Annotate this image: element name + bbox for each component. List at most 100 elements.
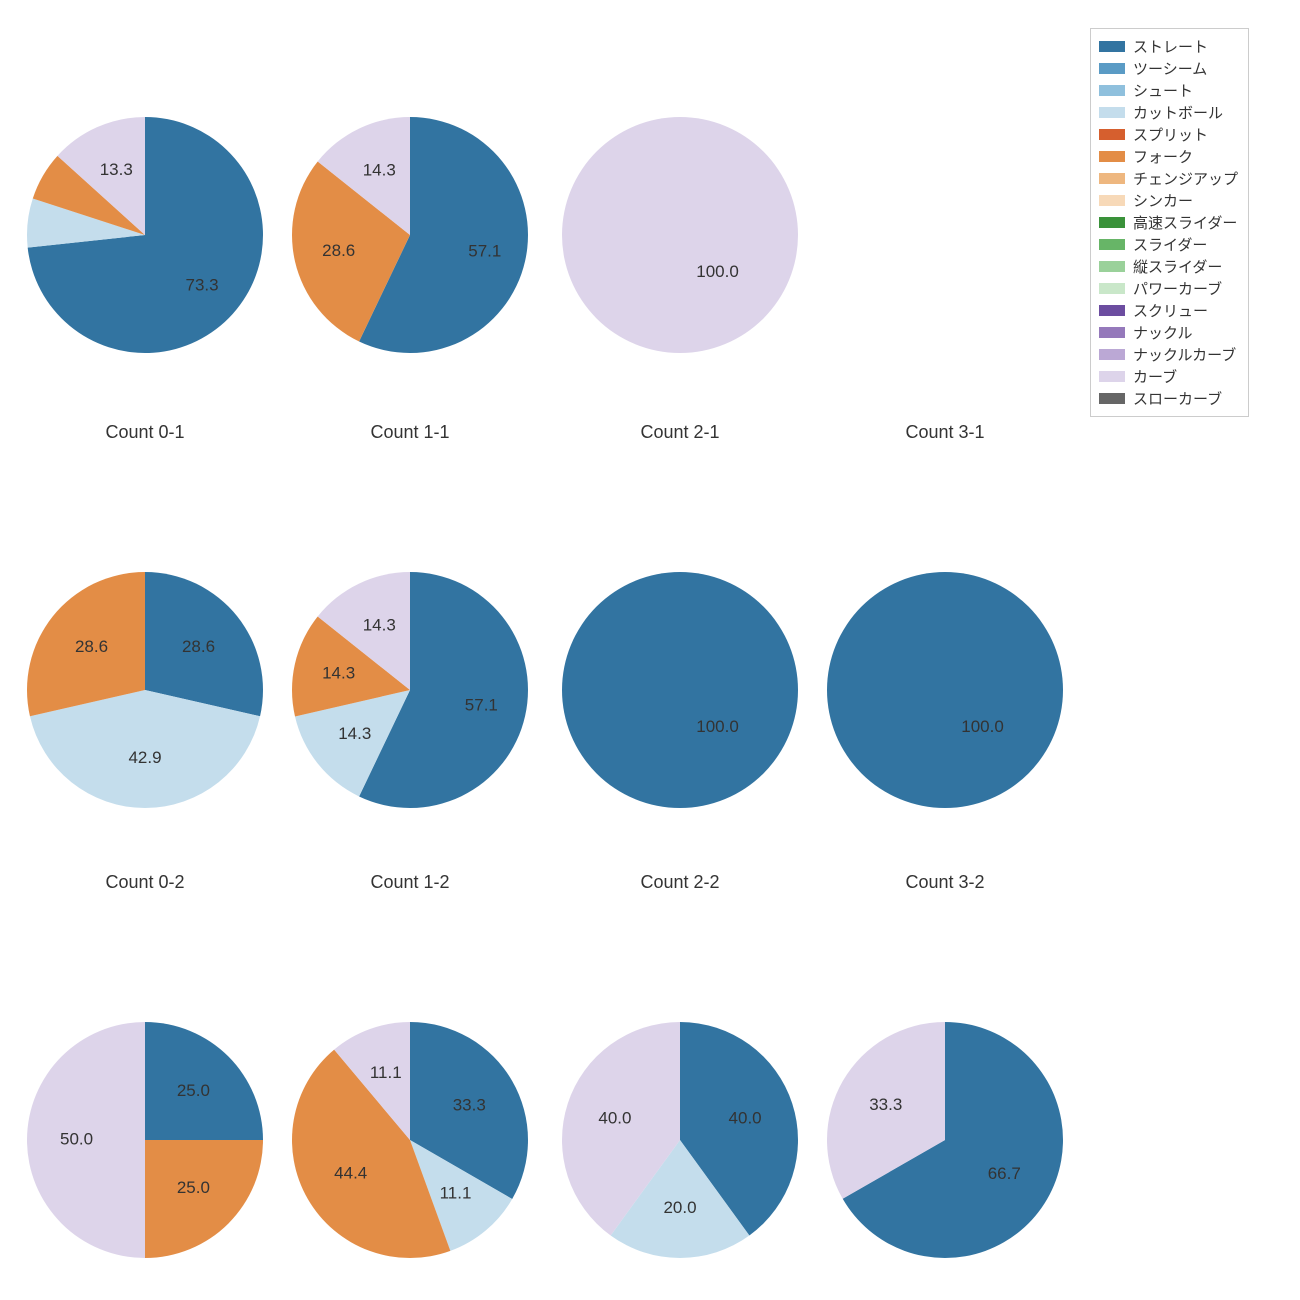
legend-item: スクリュー	[1099, 300, 1238, 321]
legend-item: カットボール	[1099, 102, 1238, 123]
slice-label: 28.6	[182, 637, 215, 656]
slice-label: 73.3	[186, 276, 219, 295]
pie-count2-2: Count 2-240.020.040.0	[542, 1002, 818, 1278]
slice-label: 100.0	[961, 717, 1004, 736]
slice-label: 25.0	[177, 1178, 210, 1197]
legend-label: ナックルカーブ	[1133, 344, 1236, 365]
legend: ストレートツーシームシュートカットボールスプリットフォークチェンジアップシンカー…	[1090, 28, 1249, 417]
pie-svg	[807, 97, 1083, 373]
legend-item: ツーシーム	[1099, 58, 1238, 79]
pie-svg: 100.0	[542, 552, 818, 828]
legend-swatch	[1099, 239, 1125, 250]
legend-swatch	[1099, 195, 1125, 206]
pie-svg: 66.7 33.3	[807, 1002, 1083, 1278]
slice-label: 66.7	[988, 1164, 1021, 1183]
pie-slice	[562, 117, 798, 353]
pie-slice	[145, 1140, 263, 1258]
legend-label: ツーシーム	[1133, 58, 1207, 79]
legend-swatch	[1099, 327, 1125, 338]
pie-title: Count 0-2	[7, 872, 283, 893]
pie-svg: 57.1 14.3 14.3 14.3	[272, 552, 548, 828]
pie-title: Count 2-1	[542, 422, 818, 443]
slice-label: 13.3	[100, 160, 133, 179]
pie-count0-1: Count 0-128.642.928.6	[7, 552, 283, 828]
legend-item: ナックル	[1099, 322, 1238, 343]
slice-label: 33.3	[869, 1095, 902, 1114]
pie-svg: 100.0	[807, 552, 1083, 828]
legend-item: パワーカーブ	[1099, 278, 1238, 299]
pie-svg: 57.128.614.3	[272, 97, 548, 373]
pie-svg: 40.0 20.0 40.0	[542, 1002, 818, 1278]
legend-item: ナックルカーブ	[1099, 344, 1238, 365]
pie-title: Count 1-2	[272, 872, 548, 893]
pie-slice	[562, 572, 798, 808]
slice-label: 42.9	[128, 748, 161, 767]
legend-swatch	[1099, 283, 1125, 294]
pie-svg: 25.0 25.0 50.0	[7, 1002, 283, 1278]
legend-swatch	[1099, 107, 1125, 118]
legend-item: シュート	[1099, 80, 1238, 101]
slice-label: 44.4	[334, 1164, 367, 1183]
pie-svg: 33.311.144.411.1	[272, 1002, 548, 1278]
pie-svg: 28.6 42.9 28.6	[7, 552, 283, 828]
chart-grid: Count 0-073.313.3Count 1-057.128.614.3Co…	[0, 0, 1300, 1300]
slice-label: 28.6	[322, 241, 355, 260]
slice-label: 100.0	[696, 717, 739, 736]
slice-label: 14.3	[363, 616, 396, 635]
slice-label: 25.0	[177, 1081, 210, 1100]
pie-slice	[827, 572, 1063, 808]
legend-label: パワーカーブ	[1133, 278, 1222, 299]
legend-label: スプリット	[1133, 124, 1208, 145]
legend-label: 高速スライダー	[1133, 212, 1237, 233]
pie-count2-0: Count 2-0100.0	[542, 97, 818, 373]
slice-label: 28.6	[75, 637, 108, 656]
legend-swatch	[1099, 349, 1125, 360]
pie-count1-1: Count 1-157.114.314.314.3	[272, 552, 548, 828]
legend-item: シンカー	[1099, 190, 1238, 211]
pie-count1-2: Count 1-233.311.144.411.1	[272, 1002, 548, 1278]
legend-swatch	[1099, 393, 1125, 404]
slice-label: 20.0	[663, 1198, 696, 1217]
slice-label: 11.1	[370, 1063, 402, 1082]
pie-title: Count 1-1	[272, 422, 548, 443]
pie-count2-1: Count 2-1100.0	[542, 552, 818, 828]
slice-label: 14.3	[363, 161, 396, 180]
legend-swatch	[1099, 63, 1125, 74]
legend-swatch	[1099, 371, 1125, 382]
legend-item: 縦スライダー	[1099, 256, 1238, 277]
legend-label: シンカー	[1133, 190, 1193, 211]
slice-label: 14.3	[338, 724, 371, 743]
legend-label: シュート	[1133, 80, 1193, 101]
slice-label: 14.3	[322, 663, 355, 682]
legend-swatch	[1099, 217, 1125, 228]
legend-label: スクリュー	[1133, 300, 1208, 321]
legend-item: チェンジアップ	[1099, 168, 1238, 189]
slice-label: 50.0	[60, 1129, 93, 1148]
legend-item: スローカーブ	[1099, 388, 1238, 409]
legend-label: スライダー	[1133, 234, 1207, 255]
legend-swatch	[1099, 151, 1125, 162]
pie-count3-1: Count 3-1100.0	[807, 552, 1083, 828]
legend-item: カーブ	[1099, 366, 1238, 387]
legend-label: スローカーブ	[1133, 388, 1222, 409]
slice-label: 100.0	[696, 262, 739, 281]
legend-swatch	[1099, 41, 1125, 52]
pie-title: Count 2-2	[542, 872, 818, 893]
legend-swatch	[1099, 85, 1125, 96]
legend-label: ストレート	[1133, 36, 1208, 57]
pie-svg: 100.0	[542, 97, 818, 373]
pie-count1-0: Count 1-057.128.614.3	[272, 97, 548, 373]
pie-count0-2: Count 0-225.025.050.0	[7, 1002, 283, 1278]
slice-label: 40.0	[598, 1108, 631, 1127]
legend-label: 縦スライダー	[1133, 256, 1222, 277]
legend-label: チェンジアップ	[1133, 168, 1238, 189]
slice-label: 11.1	[440, 1184, 472, 1203]
pie-count0-0: Count 0-073.313.3	[7, 97, 283, 373]
pie-title: Count 3-1	[807, 422, 1083, 443]
legend-item: 高速スライダー	[1099, 212, 1238, 233]
legend-item: スライダー	[1099, 234, 1238, 255]
slice-label: 40.0	[729, 1108, 762, 1127]
legend-item: ストレート	[1099, 36, 1238, 57]
slice-label: 57.1	[465, 696, 498, 715]
pie-count3-0: Count 3-0	[807, 97, 1083, 373]
